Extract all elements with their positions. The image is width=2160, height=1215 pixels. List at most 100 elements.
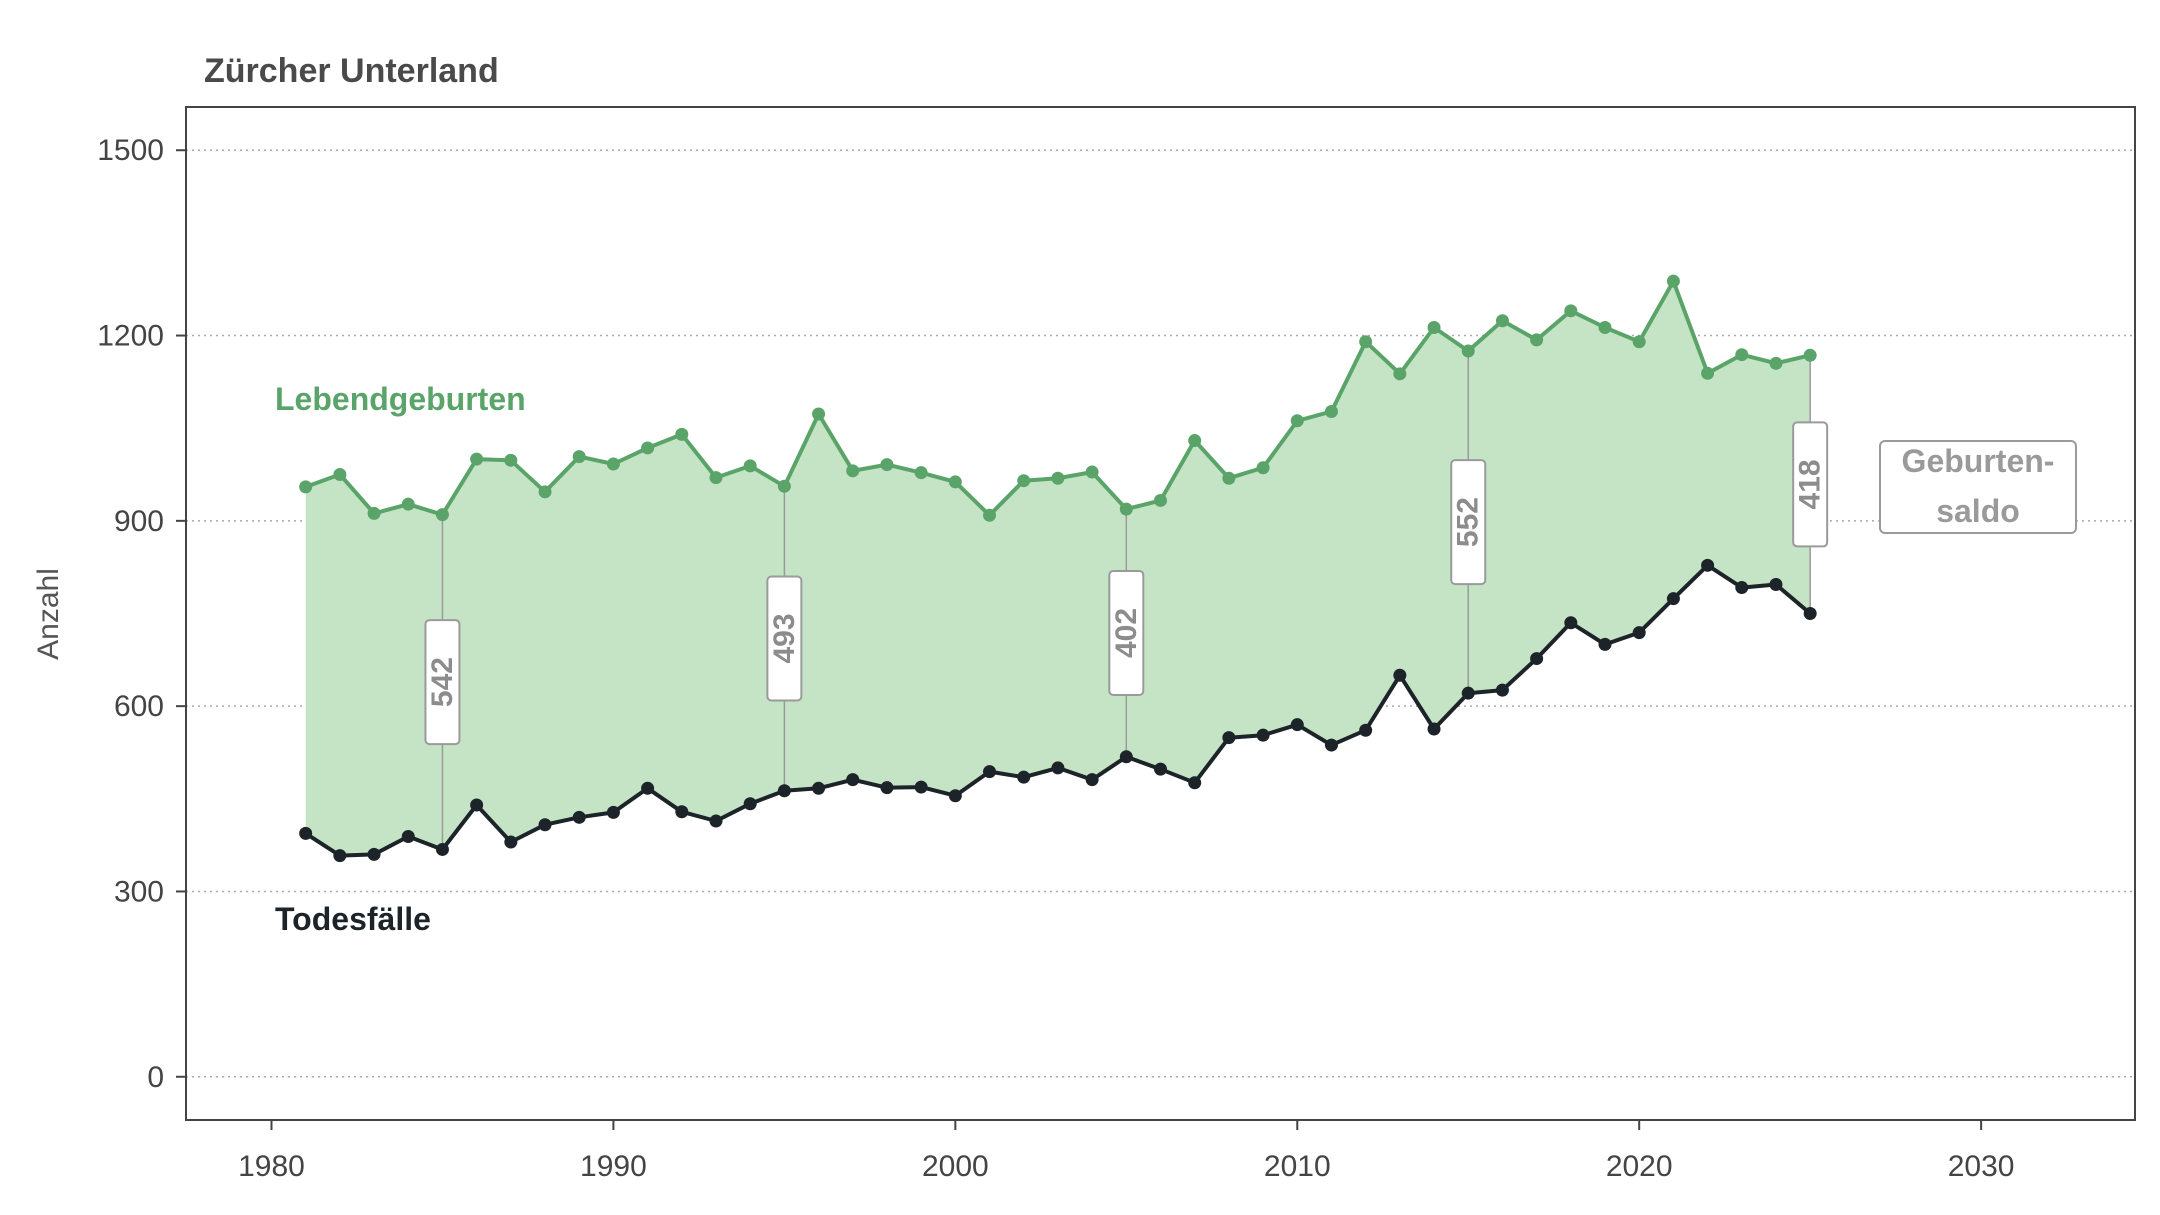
point-1-2017 <box>1530 652 1544 666</box>
point-0-2020 <box>1632 335 1646 349</box>
point-1-1996 <box>812 781 826 795</box>
y-axis-label: Anzahl <box>32 568 65 660</box>
point-1-1993 <box>709 814 723 828</box>
point-0-2004 <box>1085 465 1099 479</box>
point-1-1989 <box>572 810 586 824</box>
point-1-1984 <box>401 829 415 843</box>
x-tick-label-2000: 2000 <box>922 1150 989 1183</box>
annotation-box-1995 <box>766 575 803 702</box>
annotation-box-1985 <box>424 619 461 746</box>
point-0-2012 <box>1359 335 1373 349</box>
point-0-1986 <box>470 452 484 466</box>
y-tick-label-1200: 1200 <box>97 320 164 353</box>
point-0-2013 <box>1393 367 1407 381</box>
x-tick-label-1990: 1990 <box>580 1150 647 1183</box>
point-0-2000 <box>948 475 962 489</box>
point-1-1987 <box>504 835 518 849</box>
annotation-value-1995: 493 <box>768 613 801 663</box>
annotation-labels: 542 493 402 552 418 <box>424 421 1829 746</box>
point-0-2007 <box>1188 434 1202 448</box>
point-0-1995 <box>777 479 791 493</box>
point-0-1987 <box>504 453 518 467</box>
point-1-2009 <box>1256 728 1270 742</box>
point-1-2005 <box>1119 750 1133 764</box>
point-1-1998 <box>880 781 894 795</box>
point-1-1982 <box>333 849 347 863</box>
legend-line-1: Geburten- <box>1902 443 2055 479</box>
point-1-1990 <box>606 805 620 819</box>
point-0-1992 <box>675 427 689 441</box>
point-0-1988 <box>538 485 552 499</box>
point-0-1982 <box>333 468 347 482</box>
point-0-2015 <box>1461 344 1475 358</box>
point-1-1991 <box>641 781 655 795</box>
point-0-2023 <box>1735 348 1749 362</box>
point-0-2022 <box>1701 366 1715 380</box>
point-0-1989 <box>572 450 586 464</box>
point-1-2001 <box>983 765 997 779</box>
annotation-value-2005: 402 <box>1110 608 1143 658</box>
y-tick-label-0: 0 <box>147 1061 164 1094</box>
annotation-value-2015: 552 <box>1452 497 1485 547</box>
point-0-2001 <box>983 508 997 522</box>
point-0-2021 <box>1666 274 1680 288</box>
point-1-2013 <box>1393 668 1407 682</box>
point-0-2025 <box>1803 348 1817 362</box>
annotation-box-2015 <box>1450 459 1487 586</box>
point-1-2015 <box>1461 686 1475 700</box>
point-1-2004 <box>1085 773 1099 787</box>
point-0-2011 <box>1324 405 1338 419</box>
point-0-2005 <box>1119 502 1133 516</box>
point-1-1999 <box>914 780 928 794</box>
y-tick-label-600: 600 <box>114 690 164 723</box>
point-1-1988 <box>538 818 552 832</box>
x-tick-label-1980: 1980 <box>238 1150 305 1183</box>
y-tick-label-900: 900 <box>114 505 164 538</box>
point-1-2011 <box>1324 738 1338 752</box>
legend-saldo: Geburten- saldo <box>1879 440 2077 534</box>
point-0-2008 <box>1222 471 1236 485</box>
point-1-2019 <box>1598 637 1612 651</box>
saldo-area <box>305 281 1811 856</box>
plot-frame <box>185 106 2136 1121</box>
point-1-2000 <box>948 789 962 803</box>
point-0-1999 <box>914 466 928 480</box>
point-1-1981 <box>299 826 313 840</box>
point-1-2016 <box>1495 683 1509 697</box>
point-1-2003 <box>1051 761 1065 775</box>
point-0-1996 <box>812 407 826 421</box>
point-0-1997 <box>846 464 860 478</box>
point-1-2018 <box>1564 616 1578 630</box>
point-1-2002 <box>1017 770 1031 784</box>
point-0-1991 <box>641 441 655 455</box>
point-0-1985 <box>435 508 449 522</box>
point-0-1994 <box>743 459 757 473</box>
point-1-2012 <box>1359 723 1373 737</box>
point-1-1983 <box>367 847 381 861</box>
point-1-1994 <box>743 797 757 811</box>
point-1-2024 <box>1769 577 1783 591</box>
point-0-1983 <box>367 506 381 520</box>
point-1-2022 <box>1701 558 1715 572</box>
annotation-value-1985: 542 <box>426 657 459 707</box>
point-1-2020 <box>1632 626 1646 640</box>
point-0-2018 <box>1564 304 1578 318</box>
point-0-2024 <box>1769 356 1783 370</box>
point-0-1984 <box>401 497 415 511</box>
point-1-2007 <box>1188 776 1202 790</box>
point-1-1997 <box>846 773 860 787</box>
point-1-1995 <box>777 784 791 798</box>
point-1-2023 <box>1735 581 1749 595</box>
point-1-2008 <box>1222 731 1236 745</box>
series-label-todesfaelle: Todesfälle <box>275 901 431 937</box>
legend-line-2: saldo <box>1936 493 2020 529</box>
point-0-2002 <box>1017 474 1031 488</box>
y-tick-label-1500: 1500 <box>97 134 164 167</box>
point-0-2017 <box>1530 333 1544 347</box>
point-0-2006 <box>1154 493 1167 507</box>
point-1-1986 <box>470 798 484 812</box>
point-1-1992 <box>675 805 689 819</box>
x-tick-label-2030: 2030 <box>1948 1150 2015 1183</box>
point-1-2014 <box>1427 722 1441 736</box>
